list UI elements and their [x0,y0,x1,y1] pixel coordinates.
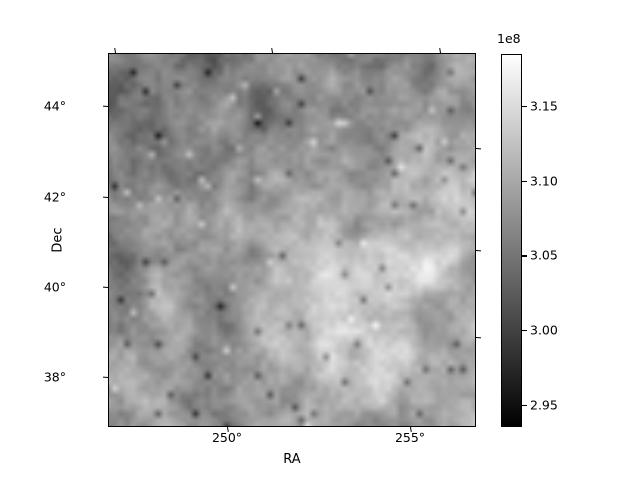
xtick-top-2 [439,47,442,54]
colorbar-tick-2 [522,255,527,257]
ytick-label-38: 38° [43,369,66,385]
ytick-right-0 [475,148,482,150]
colorbar-tick-label-3-00: 3.00 [530,322,558,338]
xtick-label-255: 255° [394,430,426,445]
ytick-left-3 [102,376,109,379]
xtick-top-0 [114,47,117,54]
colorbar-tick-label-3-10: 3.10 [530,173,558,189]
colorbar-tick-label-3-05: 3.05 [530,247,558,263]
colorbar-tick-4 [522,404,527,406]
colorbar-gradient [501,54,522,427]
ytick-right-1 [475,250,482,252]
colorbar-tick-3 [522,330,527,332]
colorbar-tick-label-3-15: 3.15 [530,98,558,114]
y-axis-title: Dec [50,227,66,253]
ytick-left-1 [102,196,109,199]
ytick-right-2 [475,337,482,339]
ytick-left-2 [102,286,109,289]
sky-heatmap-image [108,53,476,427]
ytick-label-42: 42° [43,189,66,205]
colorbar-tick-1 [522,180,527,182]
colorbar-offset-text: 1e8 [497,31,521,46]
colorbar-tick-label-2-95: 2.95 [530,397,558,413]
colorbar-frame [501,54,522,427]
ytick-left-0 [102,105,109,108]
colorbar[interactable] [501,54,522,427]
xtick-label-250: 250° [211,430,243,445]
colorbar-tick-0 [522,106,527,108]
xtick-top-1 [271,47,274,54]
sky-image-axes[interactable] [108,53,476,427]
x-axis-title: RA [283,452,301,467]
ytick-label-44: 44° [43,98,66,114]
ytick-label-40: 40° [43,279,66,295]
